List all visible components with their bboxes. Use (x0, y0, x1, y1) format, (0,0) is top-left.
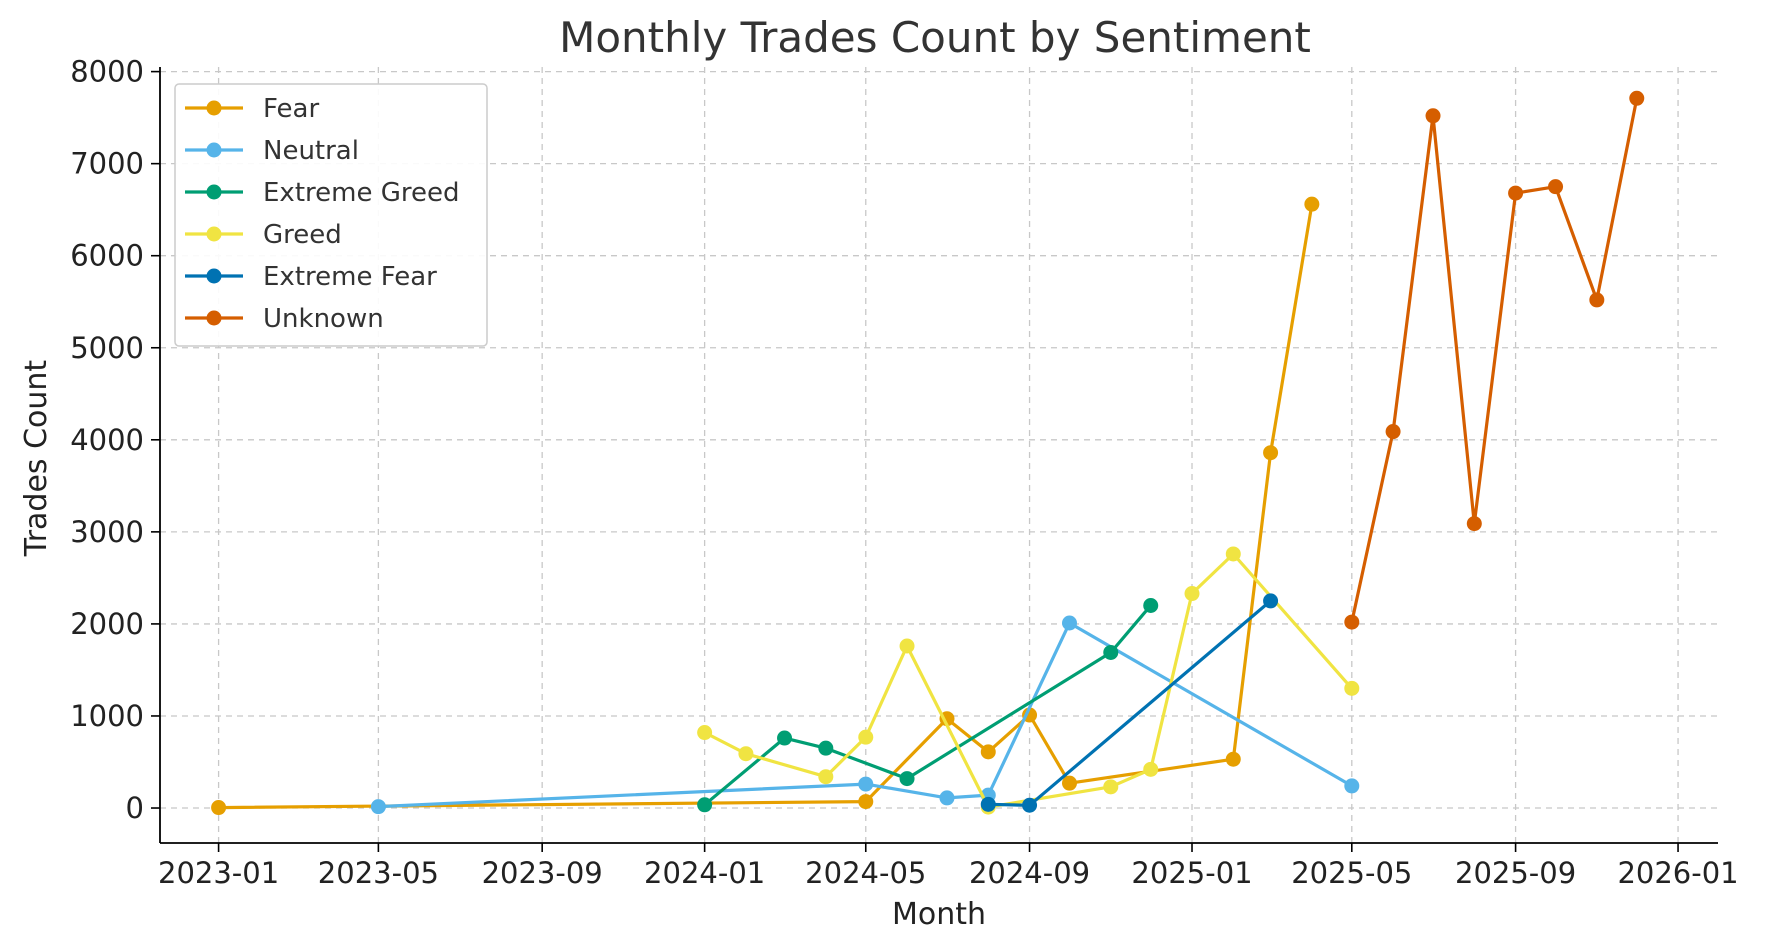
data-point-greed (818, 769, 834, 785)
data-point-neutral (1061, 615, 1077, 631)
data-point-fear (1225, 751, 1241, 767)
data-point-extreme-greed (818, 740, 834, 756)
y-tick-label: 8000 (70, 55, 144, 89)
data-point-fear (1304, 196, 1320, 212)
series-extreme-greed (697, 598, 1159, 813)
data-point-extreme-greed (1103, 644, 1119, 660)
x-tick-label: 2024-01 (644, 856, 765, 890)
legend-marker (206, 142, 222, 158)
data-point-unknown (1508, 185, 1524, 201)
data-point-fear (211, 800, 227, 816)
x-tick-label: 2024-05 (805, 856, 926, 890)
legend-marker (206, 226, 222, 242)
series-line-unknown (1350, 97, 1639, 623)
data-point-fear (1061, 775, 1077, 791)
data-point-greed (1184, 586, 1200, 602)
x-axis-ticks: 2023-01 2023-05 2023-09 2024-01 2024-05 2024-… (158, 843, 1739, 890)
data-point-greed (697, 725, 713, 741)
data-point-neutral (370, 799, 386, 815)
x-tick-label: 2023-05 (318, 856, 439, 890)
y-axis-ticks: 0 1000 2000 3000 4000 5000 6000 7000 8000 (70, 55, 160, 825)
x-tick-label: 2026-01 (1617, 856, 1738, 890)
legend-marker (206, 184, 222, 200)
data-point-greed (1103, 779, 1119, 795)
data-point-extreme-fear (980, 796, 996, 812)
legend-marker (206, 100, 222, 116)
legend-frame (174, 83, 488, 347)
series-line-extreme-greed (703, 604, 1152, 807)
data-point-unknown (1385, 424, 1401, 440)
data-point-fear (858, 794, 874, 810)
data-point-unknown (1548, 179, 1564, 195)
data-point-extreme-fear (1263, 593, 1279, 609)
x-tick-label: 2025-01 (1131, 856, 1252, 890)
y-tick-label: 4000 (70, 423, 144, 457)
legend: Fear Neutral Extreme Greed Greed Extreme Fea… (174, 83, 488, 347)
data-point-unknown (1629, 90, 1645, 106)
legend-marker (206, 268, 222, 284)
legend-item: Greed (185, 220, 342, 250)
data-point-unknown (1344, 614, 1360, 630)
y-tick-label: 3000 (70, 515, 144, 549)
data-point-neutral (939, 790, 955, 806)
legend-label: Neutral (263, 136, 359, 166)
legend-item: Extreme Fear (185, 262, 437, 292)
data-point-unknown (1466, 516, 1482, 532)
legend-marker (206, 310, 222, 326)
legend-item: Unknown (185, 304, 384, 334)
legend-label: Greed (263, 220, 342, 250)
data-point-greed (1143, 761, 1159, 777)
series-unknown (1344, 90, 1645, 630)
y-tick-label: 0 (126, 791, 144, 825)
data-point-unknown (1425, 108, 1441, 124)
series-neutral (370, 615, 1360, 815)
data-point-extreme-greed (697, 797, 713, 813)
data-point-greed (1225, 546, 1241, 562)
data-point-unknown (1589, 292, 1605, 308)
data-point-extreme-greed (899, 771, 915, 787)
legend-label: Extreme Greed (263, 178, 459, 208)
data-point-fear (980, 744, 996, 760)
legend-item: Neutral (185, 136, 359, 166)
x-tick-label: 2023-09 (482, 856, 603, 890)
grid-lines (160, 67, 1718, 843)
y-tick-label: 2000 (70, 607, 144, 641)
data-point-extreme-greed (777, 730, 793, 746)
data-point-fear (1263, 445, 1279, 461)
series-extreme-fear (980, 593, 1279, 813)
x-tick-label: 2025-09 (1455, 856, 1576, 890)
y-tick-label: 1000 (70, 699, 144, 733)
legend-label: Extreme Fear (263, 262, 437, 292)
legend-label: Unknown (263, 304, 384, 334)
data-point-greed (1344, 680, 1360, 696)
data-point-greed (899, 638, 915, 654)
x-tick-label: 2023-01 (158, 856, 279, 890)
legend-label: Fear (263, 94, 319, 124)
data-point-neutral (1344, 778, 1360, 794)
data-point-neutral (858, 776, 874, 792)
legend-item: Fear (185, 94, 319, 124)
data-point-greed (738, 746, 754, 762)
plot-series (211, 90, 1645, 816)
x-tick-label: 2024-09 (969, 856, 1090, 890)
data-point-greed (858, 729, 874, 745)
y-tick-label: 6000 (70, 239, 144, 273)
y-tick-label: 5000 (70, 331, 144, 365)
x-axis-label: Month (892, 897, 986, 932)
data-point-extreme-fear (1022, 797, 1038, 813)
x-tick-label: 2025-05 (1291, 856, 1412, 890)
chart-title: Monthly Trades Count by Sentiment (559, 13, 1311, 62)
data-point-extreme-greed (1143, 598, 1159, 614)
y-tick-label: 7000 (70, 147, 144, 181)
y-axis-label: Trades Count (19, 360, 54, 558)
series-greed (697, 546, 1360, 815)
legend-item: Extreme Greed (185, 178, 459, 208)
